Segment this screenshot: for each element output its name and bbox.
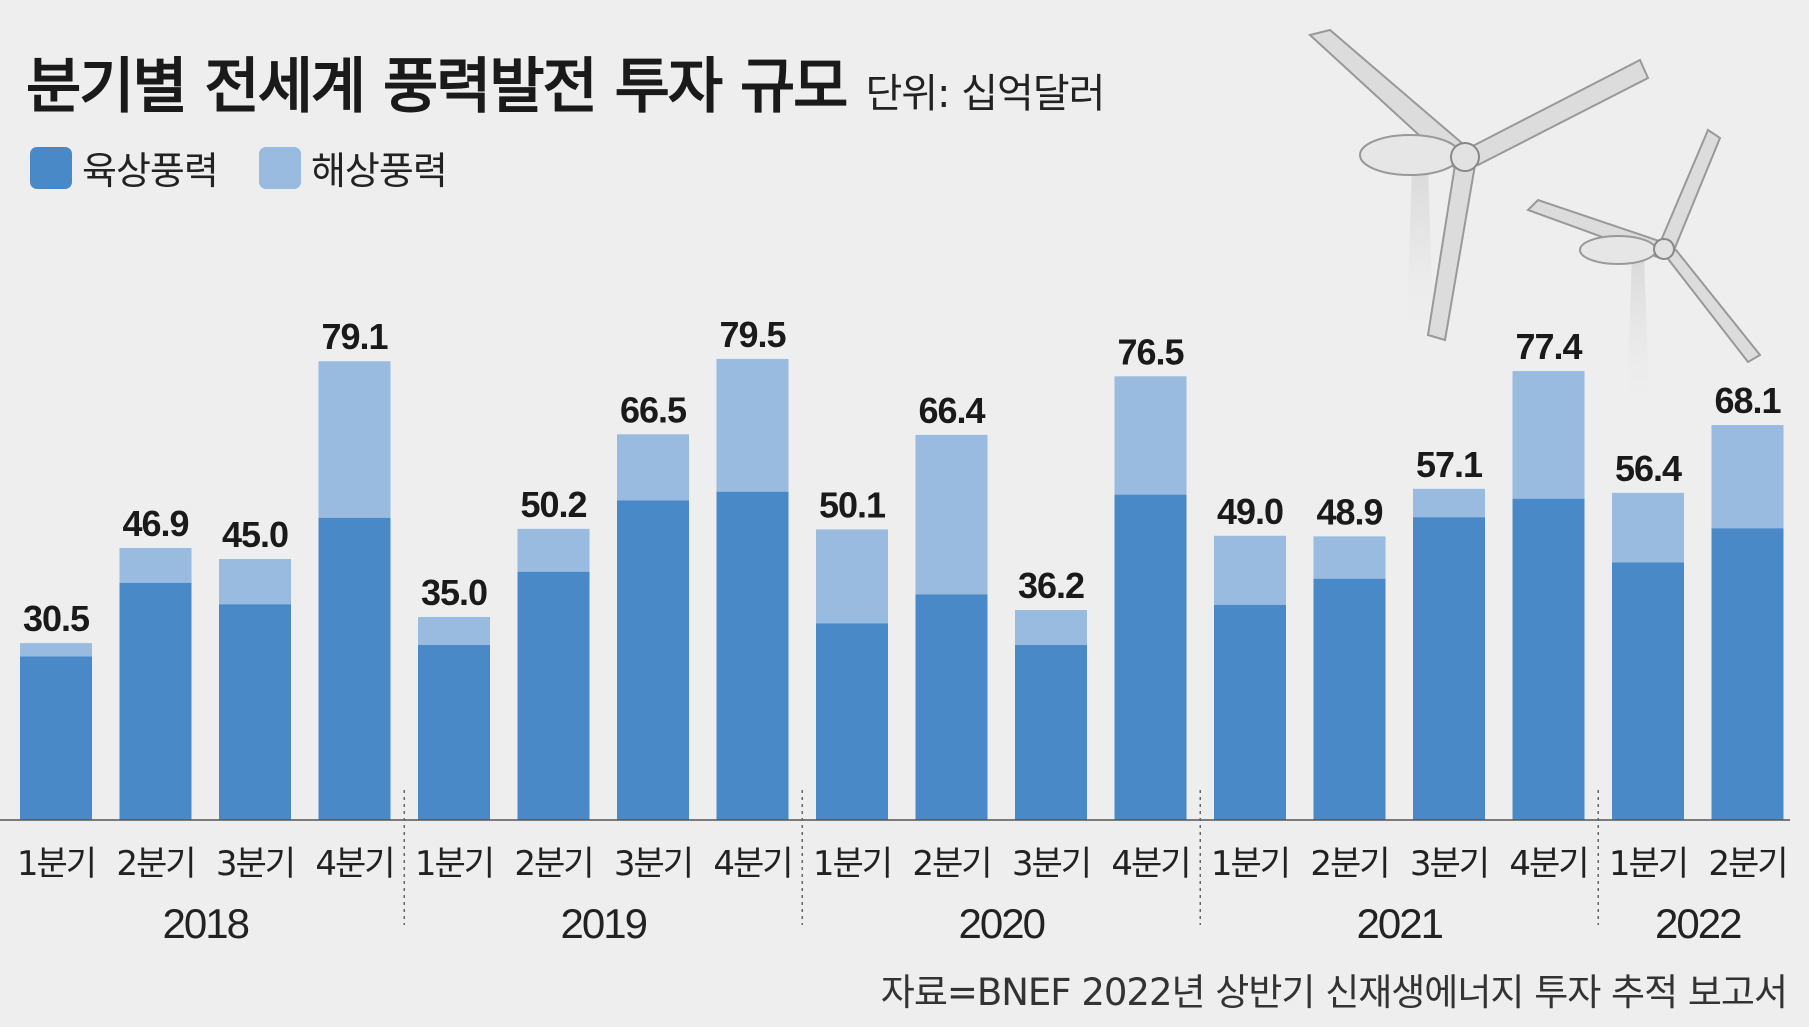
large-turbine-icon (1307, 28, 1650, 350)
bar-onshore (1612, 562, 1684, 820)
x-tick-label: 1분기 (1609, 844, 1687, 884)
bar-total-label: 79.1 (321, 316, 388, 357)
bar-onshore (1711, 528, 1784, 820)
bar-total-label: 77.4 (1515, 326, 1582, 367)
bar-offshore (517, 528, 590, 572)
x-tick-label: 2분기 (1310, 844, 1388, 884)
bar-offshore (119, 547, 192, 583)
legend-swatch-offshore (258, 146, 301, 189)
source-note: 자료=BNEF 2022년 상반기 신재생에너지 투자 추적 보고서 (880, 971, 1788, 1014)
x-tick-label: 4분기 (1111, 844, 1189, 884)
bar-total-label: 68.1 (1714, 380, 1781, 421)
legend-label-offshore: 해상풍력 (310, 149, 448, 193)
x-tick-label: 2분기 (912, 844, 990, 884)
bar-offshore (418, 617, 490, 645)
bar-total-label: 49.0 (1217, 491, 1283, 532)
bar-onshore (1413, 517, 1485, 820)
bar-onshore (1114, 494, 1187, 820)
bar-total-label: 50.1 (819, 484, 886, 525)
bar-offshore (915, 434, 988, 595)
bar-total-label: 36.2 (1018, 565, 1084, 606)
bar-total-label: 79.5 (719, 314, 786, 355)
bar-onshore (816, 623, 888, 820)
bar-onshore (318, 517, 391, 820)
bar-offshore (219, 559, 291, 605)
bar-total-label: 46.9 (122, 503, 188, 544)
bar-onshore (418, 644, 490, 820)
x-tick-label: 1분기 (813, 844, 891, 884)
x-tick-label: 1분기 (17, 844, 95, 884)
legend-item-onshore: 육상풍력 (30, 140, 219, 195)
small-turbine-icon (1526, 128, 1762, 420)
year-group-label: 2022 (1655, 900, 1741, 947)
x-tick-label: 3분기 (614, 844, 692, 884)
legend: 육상풍력 해상풍력 (30, 140, 483, 195)
x-tick-label: 3분기 (216, 844, 294, 884)
x-tick-label: 3분기 (1012, 844, 1090, 884)
bar-offshore (1015, 610, 1087, 645)
bar-offshore (617, 434, 689, 501)
bar-offshore (716, 358, 789, 492)
x-tick-label: 3분기 (1410, 844, 1488, 884)
bar-total-label: 56.4 (1615, 448, 1682, 489)
bar-total-label: 50.2 (520, 484, 586, 525)
bar-offshore (816, 529, 888, 624)
legend-label-onshore: 육상풍력 (82, 149, 219, 193)
bar-onshore (915, 594, 988, 820)
bar-onshore (1015, 644, 1087, 820)
bar-offshore (1114, 376, 1187, 495)
legend-item-offshore: 해상풍력 (258, 140, 448, 195)
bar-offshore (1512, 371, 1585, 499)
x-tick-label: 4분기 (315, 844, 393, 884)
x-tick-label: 2분기 (116, 844, 194, 884)
year-group-label: 2020 (959, 900, 1045, 947)
bar-onshore (1512, 498, 1585, 820)
x-tick-label: 4분기 (713, 844, 791, 884)
bar-total-label: 30.5 (23, 598, 90, 639)
unit-label: 단위: 십억달러 (865, 71, 1105, 117)
bar-total-label: 66.4 (918, 390, 985, 431)
title-row: 분기별 전세계 풍력발전 투자 규모 단위: 십억달러 (26, 38, 1105, 125)
bar-total-label: 45.0 (222, 514, 288, 555)
bar-onshore (20, 656, 92, 820)
bar-offshore (1313, 536, 1386, 579)
bar-offshore (1612, 492, 1684, 563)
bar-onshore (617, 500, 689, 820)
bar-total-label: 48.9 (1316, 491, 1382, 532)
bar-offshore (318, 361, 391, 518)
chart-title: 분기별 전세계 풍력발전 투자 규모 (26, 52, 848, 122)
bar-offshore (1214, 535, 1286, 605)
bar-onshore (219, 604, 291, 820)
x-tick-label: 1분기 (415, 844, 493, 884)
year-group-label: 2019 (561, 900, 647, 947)
x-tick-label: 4분기 (1509, 844, 1587, 884)
x-tick-label: 2분기 (514, 844, 592, 884)
bar-offshore (1413, 488, 1485, 518)
bar-total-label: 57.1 (1416, 444, 1483, 485)
bar-onshore (1313, 578, 1386, 820)
x-tick-label: 1분기 (1211, 844, 1289, 884)
bar-total-label: 35.0 (421, 572, 487, 613)
bar-onshore (1214, 604, 1286, 820)
bar-total-label: 66.5 (620, 389, 687, 430)
bar-total-label: 76.5 (1117, 331, 1184, 372)
bar-offshore (20, 643, 92, 657)
bar-offshore (1711, 425, 1784, 529)
year-group-label: 2021 (1357, 900, 1443, 947)
bar-onshore (716, 491, 789, 820)
bar-onshore (119, 582, 192, 820)
x-tick-label: 2분기 (1708, 844, 1786, 884)
year-group-label: 2018 (163, 900, 249, 947)
bar-onshore (517, 571, 590, 820)
legend-swatch-onshore (30, 146, 72, 189)
